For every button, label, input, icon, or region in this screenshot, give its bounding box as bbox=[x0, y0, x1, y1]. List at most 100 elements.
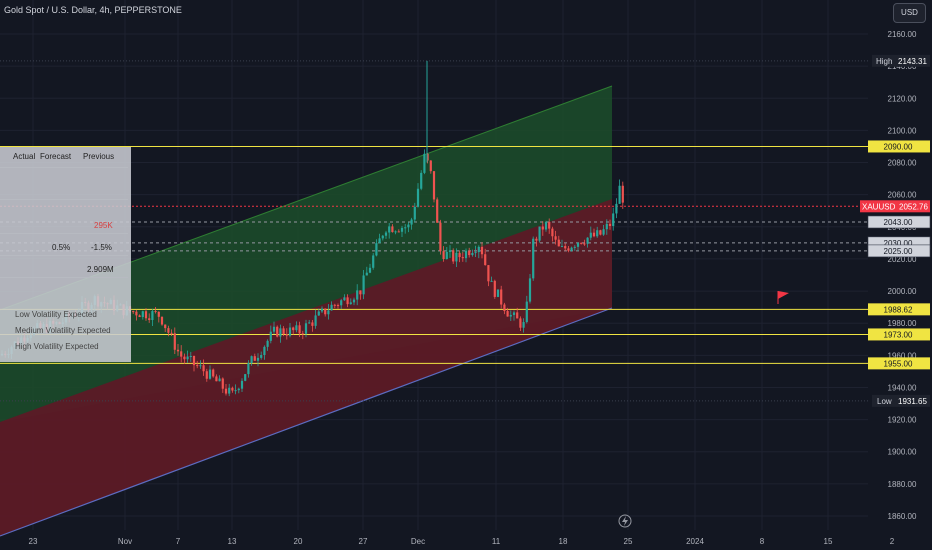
candle-body bbox=[292, 327, 295, 331]
candle-body bbox=[260, 355, 263, 358]
price-tick: 2060.00 bbox=[888, 191, 917, 200]
symbol-label: XAUUSD bbox=[862, 202, 896, 211]
candle-body bbox=[144, 311, 148, 319]
candle-body bbox=[404, 227, 407, 229]
candle-body bbox=[432, 171, 436, 200]
candle-body bbox=[420, 172, 423, 189]
level-tag bbox=[868, 303, 930, 316]
candle-body bbox=[308, 322, 311, 324]
price-tag bbox=[860, 200, 930, 213]
level-tag-text: 2030.00 bbox=[884, 239, 913, 248]
candle-body bbox=[164, 324, 167, 329]
candle-body bbox=[253, 356, 256, 361]
time-label: 11 bbox=[492, 537, 501, 546]
channel-upper-zone bbox=[0, 86, 612, 422]
value-cell: 0.5% bbox=[52, 243, 71, 252]
candle-body bbox=[455, 252, 458, 262]
candle-body bbox=[544, 222, 548, 230]
candle-body bbox=[429, 160, 432, 172]
candle-body bbox=[410, 219, 413, 225]
candle-body bbox=[458, 252, 461, 258]
candle-body bbox=[416, 188, 420, 207]
candle-body bbox=[288, 327, 292, 336]
legend-high: High Volatility Expected bbox=[15, 342, 99, 351]
candle-body bbox=[218, 378, 221, 382]
candle-body bbox=[183, 356, 186, 360]
currency-button[interactable]: USD bbox=[893, 3, 926, 23]
level-tag bbox=[868, 357, 930, 370]
time-axis[interactable]: 23 Nov 7 13 20 27 Dec 11 18 25 2024 8 15 2 bbox=[29, 537, 895, 546]
candle-body bbox=[250, 356, 253, 364]
candle-body bbox=[484, 254, 487, 266]
candle-body bbox=[167, 328, 170, 333]
panel-row: 2.909M bbox=[0, 257, 128, 278]
candle-body bbox=[176, 349, 180, 352]
candle-body bbox=[413, 206, 416, 220]
time-label: 2 bbox=[890, 537, 895, 546]
candle-body bbox=[333, 304, 336, 306]
candle-body bbox=[330, 304, 333, 311]
candle-body bbox=[573, 246, 576, 248]
panel-header-row: Actual Forecast Previous bbox=[0, 147, 128, 168]
candle-body bbox=[132, 311, 135, 313]
candle-body bbox=[391, 226, 394, 233]
panel-row: 295K bbox=[0, 213, 128, 234]
price-tick: 1860.00 bbox=[888, 512, 917, 521]
price-tick: 1960.00 bbox=[888, 351, 917, 360]
price-tick: 2160.00 bbox=[888, 30, 917, 39]
candle-body bbox=[567, 248, 570, 251]
candle-body bbox=[615, 203, 618, 214]
price-tick: 2120.00 bbox=[888, 94, 917, 103]
candle-body bbox=[400, 227, 404, 232]
candle-body bbox=[503, 304, 506, 312]
candle-body bbox=[359, 290, 362, 295]
candle-body bbox=[349, 302, 352, 305]
candle-body bbox=[221, 378, 224, 389]
price-axis[interactable]: 2160.002140.002120.002100.002080.002060.… bbox=[868, 0, 932, 550]
last-price: 2052.76 bbox=[899, 202, 928, 211]
candle-body bbox=[160, 316, 164, 325]
candle-body bbox=[532, 238, 535, 279]
level-tag bbox=[868, 140, 930, 153]
candle-body bbox=[189, 355, 192, 357]
candle-body bbox=[336, 305, 340, 307]
price-tick: 2100.00 bbox=[888, 126, 917, 135]
high-tag bbox=[872, 54, 930, 67]
high-value: 2143.31 bbox=[898, 57, 927, 66]
candle-body bbox=[474, 252, 477, 254]
price-tick: 2080.00 bbox=[888, 159, 917, 168]
candle-body bbox=[516, 312, 519, 319]
candle-body bbox=[362, 275, 365, 295]
channel-lower-zone bbox=[0, 199, 612, 536]
candle-body bbox=[557, 239, 560, 247]
time-label: 8 bbox=[760, 537, 765, 546]
value-cell: -1.5% bbox=[91, 243, 112, 252]
candle-body bbox=[596, 230, 599, 237]
candle-body bbox=[468, 250, 471, 256]
candle-body bbox=[320, 308, 324, 312]
candle-body bbox=[519, 318, 522, 328]
level-tag-text: 1973.00 bbox=[884, 330, 913, 339]
candle-body bbox=[605, 223, 608, 230]
candle-body bbox=[327, 310, 330, 315]
candle-body bbox=[490, 280, 493, 282]
candle-body bbox=[151, 311, 154, 320]
candle-body bbox=[231, 387, 234, 391]
price-tick: 1900.00 bbox=[888, 448, 917, 457]
price-tick: 1920.00 bbox=[888, 416, 917, 425]
candle-body bbox=[592, 232, 596, 237]
candle-body bbox=[618, 185, 621, 204]
candle-body bbox=[343, 297, 346, 301]
time-label: Dec bbox=[411, 537, 425, 546]
candle-body bbox=[298, 325, 301, 334]
candle-body bbox=[586, 237, 589, 244]
candle-body bbox=[269, 331, 272, 341]
economic-events-panel: Actual Forecast Previous 295K 0.5% -1.5%… bbox=[0, 147, 131, 362]
lightning-icon[interactable] bbox=[618, 514, 632, 528]
flag-icon[interactable] bbox=[777, 291, 789, 304]
candle-body bbox=[301, 333, 304, 335]
candle-body bbox=[493, 280, 496, 297]
high-label: High bbox=[876, 57, 892, 66]
candle-body bbox=[154, 311, 157, 313]
